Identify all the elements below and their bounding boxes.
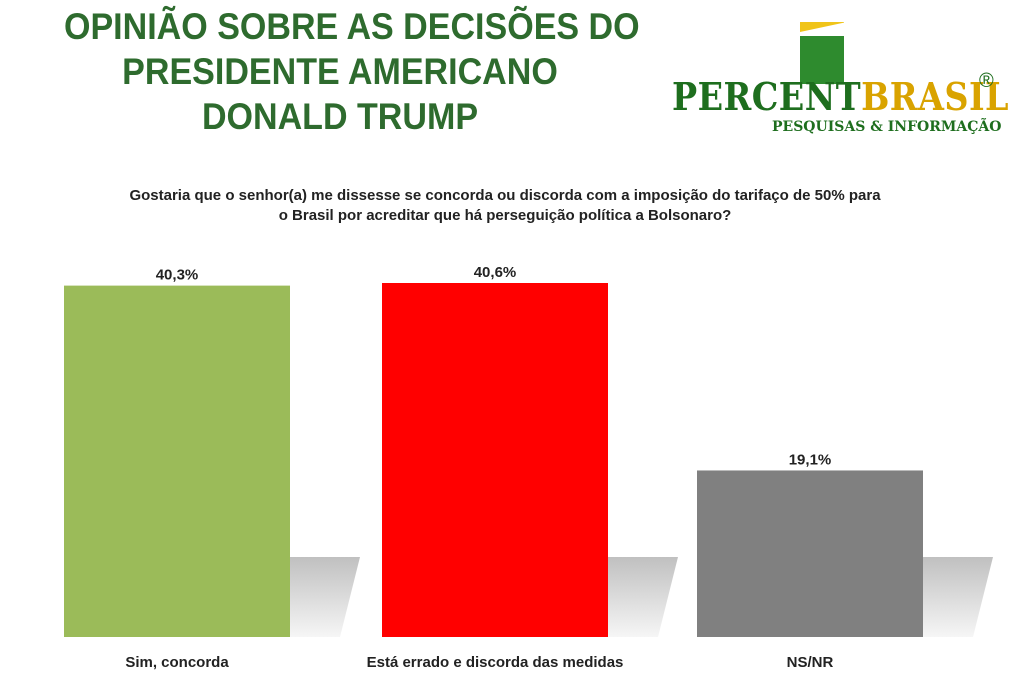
data-label-3: 19,1% — [789, 451, 832, 468]
logo-wordmark: PERCENTBRASIL — [672, 74, 1009, 119]
survey-question: Gostaria que o senhor(a) me dissesse se … — [90, 186, 920, 226]
category-label-1: Sim, concorda — [125, 654, 229, 671]
category-label-3: NS/NR — [787, 654, 834, 671]
logo-flag-icon — [800, 22, 844, 84]
title-line-3: DONALD TRUMP — [201, 96, 479, 137]
logo-name-brasil: BRASIL — [861, 74, 1010, 119]
title-line-1: OPINIÃO SOBRE AS DECISÕES DO — [64, 6, 640, 47]
data-label-2: 40,6% — [474, 264, 517, 281]
bar-3 — [697, 470, 923, 637]
category-label-2: Está errado e discorda das medidas — [367, 654, 624, 671]
logo-tagline: PESQUISAS & INFORMAÇÃO — [772, 119, 1002, 135]
logo-name-percent: PERCENT — [672, 74, 862, 119]
bar-2 — [382, 283, 608, 637]
chart-title: OPINIÃO SOBRE AS DECISÕES DO PRESIDENTE … — [64, 4, 640, 139]
question-line-2: o Brasil por acreditar que há perseguiçã… — [278, 207, 732, 224]
logo-registered-mark: ® — [979, 70, 994, 92]
data-label-1: 40,3% — [156, 267, 199, 284]
title-line-2: PRESIDENTE AMERICANO — [122, 51, 558, 92]
percentbrasil-logo: PERCENTBRASIL ® PESQUISAS & INFORMAÇÃO — [668, 18, 1009, 148]
bar-1 — [64, 285, 290, 637]
question-line-1: Gostaria que o senhor(a) me dissesse se … — [129, 187, 881, 204]
